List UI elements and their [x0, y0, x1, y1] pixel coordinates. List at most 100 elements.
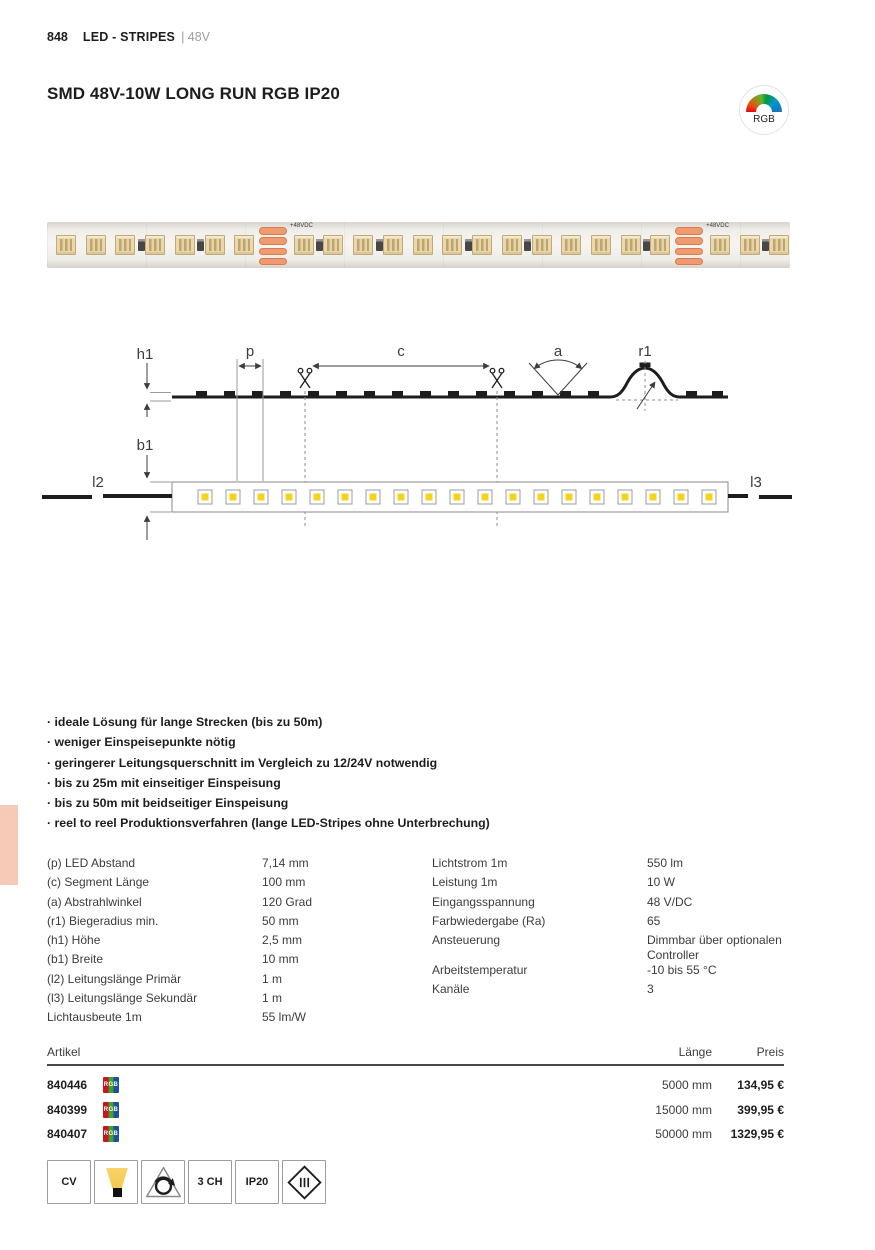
spec-label: Arbeitstemperatur	[432, 963, 528, 978]
feature-item: bis zu 50m mit beidseitiger Einspeisung	[47, 793, 490, 813]
feature-item: reel to reel Produktionsverfahren (lange…	[47, 813, 490, 833]
spec-label: (p) LED Abstand	[47, 856, 136, 870]
spec-value: 3	[647, 982, 654, 997]
attribute-icon-row: CV 3 CH IP20	[47, 1160, 326, 1204]
dim-label-a: a	[554, 343, 563, 360]
rgb-badge-icon: RGB	[103, 1101, 119, 1118]
article-number: 840407	[47, 1127, 88, 1142]
article-length: 5000 mm	[661, 1078, 712, 1093]
spec-label: Kanäle	[432, 982, 470, 997]
resistor	[762, 239, 770, 251]
col-header-preis: Preis	[756, 1045, 784, 1059]
dimension-diagram: h1 p c a r1	[42, 343, 792, 540]
dimmable-glyph	[145, 1166, 181, 1197]
solder-pad	[675, 247, 704, 256]
dim-label-l2: l2	[92, 474, 104, 491]
led-chip	[412, 235, 433, 255]
solder-pads: +48VDC	[259, 222, 313, 268]
solder-pad	[675, 237, 704, 245]
rgb-badge-icon: RGB	[103, 1077, 119, 1094]
resistor	[316, 239, 324, 251]
resistor	[137, 239, 145, 251]
light-beam-icon	[94, 1160, 138, 1204]
category-suffix: | 48V	[181, 30, 211, 44]
led-chip	[174, 235, 195, 255]
spec-row: (a) Abstrahlwinkel 120 Grad	[47, 895, 422, 914]
spec-value: 10 W	[647, 875, 676, 890]
article-row: 840446 RGB 5000 mm 134,95 €	[47, 1073, 784, 1098]
led-chip	[531, 235, 552, 255]
spec-label: (l3) Leitungslänge Sekundär	[47, 991, 198, 1006]
dim-label-h1: h1	[137, 346, 154, 363]
cv-icon: CV	[47, 1160, 91, 1204]
feature-item: ideale Lösung für lange Strecken (bis zu…	[47, 712, 490, 732]
feed-wire-primary	[42, 494, 172, 499]
spec-row: Eingangsspannung 48 V/DC	[432, 895, 792, 914]
solder-pad	[259, 247, 288, 256]
article-price: 134,95 €	[737, 1078, 784, 1093]
spec-value: 7,14 mm	[262, 856, 309, 870]
article-number: 840446	[47, 1078, 88, 1093]
solder-pad	[675, 227, 704, 235]
led-chip	[709, 235, 730, 255]
article-price: 1329,95 €	[730, 1127, 784, 1142]
spec-label: Lichtausbeute 1m	[47, 1010, 142, 1025]
spec-row: Arbeitstemperatur -10 bis 55 °C	[432, 963, 792, 982]
spec-label: Farbwiedergabe (Ra)	[432, 913, 546, 928]
category-color-tab	[0, 805, 18, 885]
article-rows: 840446 RGB 5000 mm 134,95 € 840399 RGB 15000 m…	[47, 1073, 784, 1147]
resistor	[464, 239, 472, 251]
dim-label-p: p	[246, 343, 254, 360]
spec-value: 55 lm/W	[262, 1010, 307, 1025]
spec-row: (l3) Leitungslänge Sekundär 1 m	[47, 991, 422, 1010]
article-length: 15000 mm	[655, 1102, 712, 1117]
product-title: SMD 48V-10W LONG RUN RGB IP20	[47, 84, 340, 103]
led-bumps	[196, 362, 723, 396]
led-chip	[323, 235, 344, 255]
spec-value: Dimmbar über optionalen Controller	[647, 933, 782, 963]
led-chip	[234, 235, 255, 255]
article-table-header: Artikel Länge Preis	[47, 1045, 784, 1064]
spec-row: Lichtstrom 1m 550 lm	[432, 856, 792, 875]
spec-label: (l2) Leitungslänge Primär	[47, 971, 182, 986]
spec-label: Eingangsspannung	[432, 894, 535, 909]
category-title: LED - STRIPES	[82, 30, 176, 44]
led-chip	[501, 235, 522, 255]
feed-wire-secondary	[728, 494, 792, 499]
col-header-artikel: Artikel	[47, 1045, 81, 1059]
spec-row: (c) Segment Länge 100 mm	[47, 875, 422, 894]
spec-row: (r1) Biegeradius min. 50 mm	[47, 914, 422, 933]
spec-value: 48 V/DC	[647, 894, 693, 909]
spec-value: 120 Grad	[262, 894, 313, 909]
spec-table-left: (p) LED Abstand 7,14 mm (c) Segment Länge 1…	[47, 856, 422, 1030]
article-price: 399,95 €	[737, 1102, 784, 1117]
protection-class-3-icon	[282, 1160, 326, 1204]
spec-label: (h1) Höhe	[47, 933, 101, 948]
channels-icon-label: 3 CH	[197, 1176, 223, 1188]
spec-row: (b1) Breite 10 mm	[47, 952, 422, 971]
page-header: 848 LED - STRIPES | 48V	[47, 30, 210, 44]
ip20-icon-label: IP20	[245, 1176, 269, 1188]
led-chip	[472, 235, 493, 255]
spec-label: (b1) Breite	[47, 952, 104, 967]
article-table: Artikel Länge Preis 840446 RGB 5000 mm 134,…	[47, 1045, 784, 1147]
solder-pad	[675, 257, 704, 266]
led-chip	[293, 235, 314, 255]
dimmable-icon	[141, 1160, 185, 1204]
article-row: 840399 RGB 15000 mm 399,95 €	[47, 1098, 784, 1123]
led-chip	[382, 235, 403, 255]
article-length: 50000 mm	[655, 1127, 712, 1142]
spec-label: (a) Abstrahlwinkel	[47, 894, 142, 909]
cv-icon-label: CV	[61, 1176, 77, 1188]
spec-value: 50 mm	[262, 913, 299, 928]
solder-pad	[259, 227, 288, 235]
rgb-color-icon: RGB	[739, 85, 789, 135]
spec-value: -10 bis 55 °C	[647, 963, 717, 978]
spec-row: Kanäle 3	[432, 982, 792, 1001]
solder-pad	[259, 257, 288, 266]
scissors-icon	[489, 367, 505, 389]
spec-value: 1 m	[262, 971, 283, 986]
spec-label: Leistung 1m	[432, 875, 498, 890]
spec-label: (r1) Biegeradius min.	[47, 913, 159, 928]
